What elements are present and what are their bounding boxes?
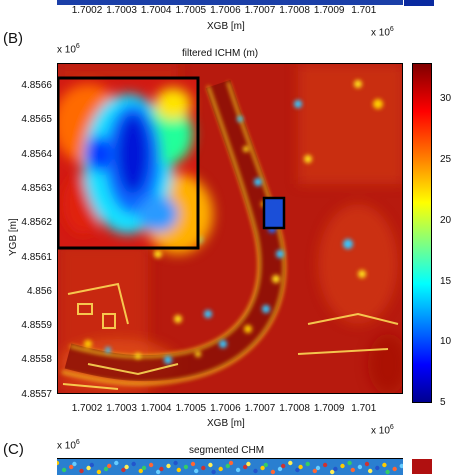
y-tick-label: 4.8564 (21, 148, 52, 160)
panel-c-title: segmented CHM (189, 445, 265, 456)
colorbar-tick-label: 25 (440, 154, 452, 166)
colorbar-tick-label: 10 (440, 336, 452, 348)
selection-box (262, 196, 286, 230)
zoom-inset (58, 76, 213, 254)
x-tick-label: 1.7006 (210, 5, 241, 16)
x-tick-label: 1.701 (351, 5, 377, 16)
x-tick-label: 1.7002 (71, 5, 103, 16)
x-tick-label: 1.7003 (106, 5, 137, 16)
panel-b-y-scale: x 106 (57, 43, 80, 56)
x-tick-label: 1.7004 (140, 403, 172, 414)
x-tick-label: 1.7003 (106, 403, 137, 414)
x-tick-label: 1.7004 (140, 5, 172, 16)
x-tick-label: 1.7008 (279, 403, 310, 414)
panel-b-height-map (57, 63, 403, 394)
y-tick-label: 4.8565 (21, 114, 52, 126)
colorbar-tick-label: 5 (440, 397, 446, 408)
colorbar-tick-label: 20 (440, 214, 452, 226)
y-tick-label: 4.8563 (21, 182, 52, 194)
y-tick-label: 4.8558 (21, 354, 52, 366)
selected-tree-area (264, 198, 284, 228)
y-tick-label: 4.856 (26, 285, 52, 297)
top-panel-x-label: XGB [m] (207, 21, 245, 32)
x-tick-label: 1.7007 (244, 403, 276, 414)
panel-b-x-label: XGB [m] (207, 418, 245, 429)
x-tick-label: 1.7005 (175, 5, 207, 16)
y-tick-label: 4.8562 (21, 217, 52, 229)
x-tick-label: 1.7008 (279, 5, 310, 16)
river-bank-inner (69, 85, 261, 359)
river-band (64, 79, 286, 382)
panel-b-x-scale: x 106 (371, 424, 394, 437)
panel-c-letter: (C) (3, 441, 24, 458)
panel-b-title: filtered ICHM (m) (182, 48, 259, 59)
top-panel-x-scale: x 106 (371, 26, 394, 39)
colorbar-tick-label: 30 (440, 93, 452, 105)
x-tick-label: 1.7002 (71, 403, 103, 414)
x-tick-label: 1.7009 (313, 5, 345, 16)
colorbar-tick-label: 15 (440, 275, 452, 287)
x-tick-label: 1.7005 (175, 403, 207, 414)
y-tick-label: 4.8557 (21, 388, 52, 400)
y-tick-label: 4.8566 (21, 80, 52, 91)
panel-c-y-scale: x 106 (57, 439, 80, 452)
riparian-vegetation (84, 80, 383, 364)
y-tick-label: 4.8559 (21, 320, 52, 332)
x-tick-label: 1.7007 (244, 5, 276, 16)
panel-b-colorbar (412, 63, 432, 403)
panel-c-colorbar-strip (412, 459, 432, 474)
panel-b-map-svg (58, 64, 402, 393)
x-tick-label: 1.701 (351, 403, 377, 414)
urban-structures (62, 282, 399, 390)
panel-c-map-svg (57, 459, 403, 475)
top-colorbar-strip (404, 0, 434, 6)
panel-c-map-strip (57, 458, 403, 475)
x-tick-label: 1.7009 (313, 403, 345, 414)
river-bank-outer (61, 81, 286, 386)
x-tick-label: 1.7006 (210, 403, 241, 414)
top-panel-map-strip (57, 0, 403, 5)
panel-b-letter: (B) (3, 30, 23, 47)
y-tick-label: 4.8561 (21, 251, 52, 263)
